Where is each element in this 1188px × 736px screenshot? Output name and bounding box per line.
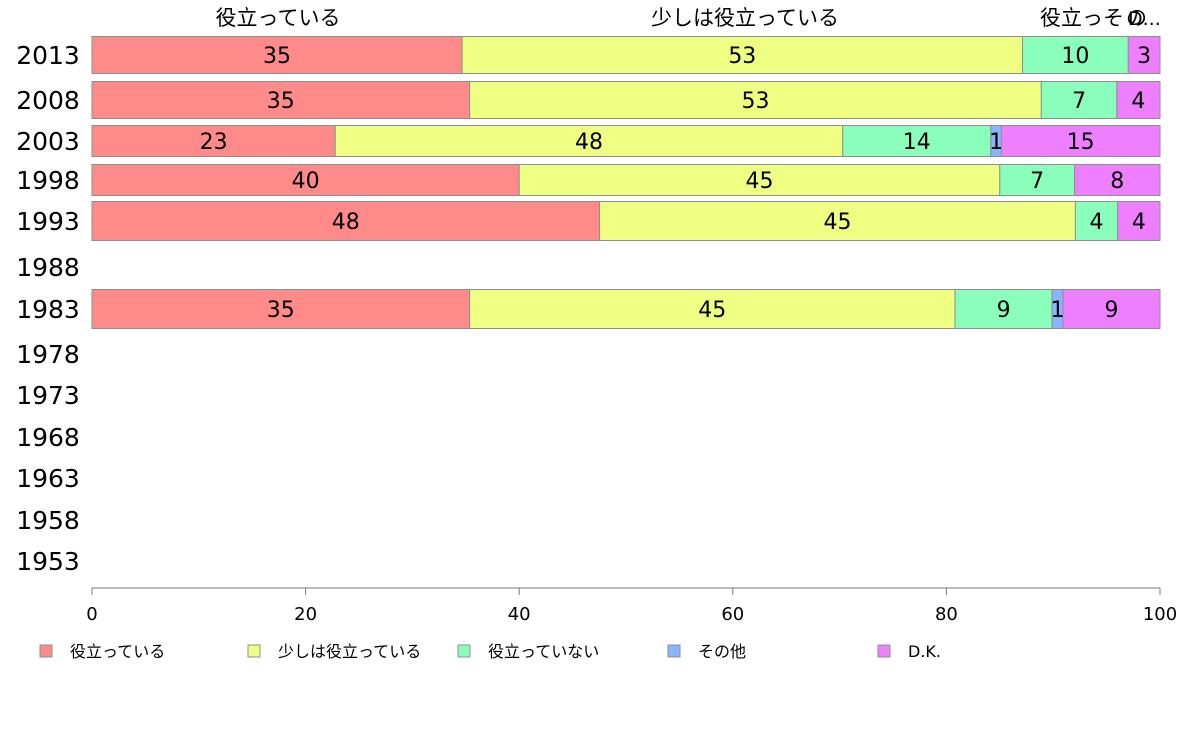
y-tick-label-1993: 1993 [16,207,80,236]
bar-1983-1 [469,289,956,329]
x-tick-label-60: 60 [721,604,744,625]
bar-2003-4 [1000,125,1161,157]
legend-label-1: 少しは役立っている [278,642,421,661]
y-tick-label-1953: 1953 [16,547,80,576]
legend-swatch-2 [457,644,471,658]
data-label-1998-4: 8 [1110,169,1124,194]
data-label-2003-4: 15 [1067,130,1095,155]
bar-2013-4 [1127,36,1161,74]
bar-1993-1 [599,201,1076,241]
legend-swatch-3 [667,644,681,658]
x-tick-label-40: 40 [508,604,531,625]
bar-1993-0 [91,201,601,241]
legend-swatch-0 [39,644,53,658]
y-tick-label-1958: 1958 [16,506,80,535]
legend: 役立っている 少しは役立っている 役立っていない その他 D.K. [39,642,941,661]
header-label-4: の [1126,6,1147,30]
bar-1993-2 [1074,201,1119,241]
legend-swatch-1 [247,644,261,658]
y-tick-label-2003: 2003 [16,127,80,156]
bar-1983-4 [1062,289,1161,329]
bar-2008-1 [469,81,1042,119]
data-label-2003-0: 23 [200,130,228,155]
bar-1983-2 [954,289,1053,329]
bar-1998-0 [91,164,520,196]
data-label-2013-2: 10 [1061,44,1089,69]
data-label-2013-1: 53 [728,44,756,69]
data-label-2008-2: 7 [1072,89,1086,114]
data-label-1983-3: 1 [1051,298,1065,323]
y-tick-label-1998: 1998 [16,166,80,195]
data-label-1993-0: 48 [332,210,360,235]
bar-1993-4 [1117,201,1161,241]
data-label-2003-1: 48 [575,130,603,155]
bar-2008-2 [1040,81,1118,119]
y-tick-label-1968: 1968 [16,423,80,452]
y-tick-label-2008: 2008 [16,86,80,115]
header-label-1: 役立っている [216,6,341,30]
y-tick-label-1983: 1983 [16,295,80,324]
y-tick-label-1973: 1973 [16,381,80,410]
header-label-5: D... [1128,8,1161,30]
x-tick-label-80: 80 [935,604,958,625]
x-axis: 0 20 40 60 80 100 [86,587,1177,625]
data-label-2003-2: 14 [903,130,931,155]
x-tick-label-0: 0 [86,604,97,625]
bar-1983-0 [91,289,471,329]
legend-label-0: 役立っている [70,642,165,661]
data-label-2008-0: 35 [267,89,295,114]
data-label-1983-2: 9 [997,298,1011,323]
header-label-2: 少しは役立っている [651,6,839,30]
header-label-3: 役立っそ [1040,6,1124,30]
data-label-1998-0: 40 [292,169,320,194]
legend-label-3: その他 [698,642,746,661]
data-label-2008-4: 4 [1131,89,1145,114]
y-axis-labels: 2013 2008 2003 1998 1993 1988 1983 1978 1973 1968… [16,41,80,576]
bar-1998-4 [1074,164,1161,196]
data-label-1993-4: 4 [1132,210,1146,235]
series-header-labels: 役立っている 少しは役立っている 役立っそ の D... [216,6,1161,30]
data-label-2013-4: 3 [1137,44,1151,69]
data-label-2013-0: 35 [263,44,291,69]
bar-2003-1 [334,125,844,157]
x-tick-label-100: 100 [1143,604,1177,625]
legend-label-4: D.K. [908,642,941,661]
legend-label-2: 役立っていない [488,642,599,661]
bar-2008-0 [91,81,471,119]
bar-2003-2 [842,125,992,157]
data-label-2008-1: 53 [741,89,769,114]
data-label-1998-1: 45 [746,169,774,194]
data-label-1983-0: 35 [267,298,295,323]
data-label-1998-2: 7 [1030,169,1044,194]
bar-2013-1 [461,36,1024,74]
y-tick-label-1963: 1963 [16,464,80,493]
bar-2003-0 [91,125,336,157]
bar-1998-2 [999,164,1076,196]
y-tick-label-1988: 1988 [16,253,80,282]
data-label-1993-1: 45 [823,210,851,235]
y-tick-label-1978: 1978 [16,340,80,369]
data-label-1993-2: 4 [1090,210,1104,235]
y-tick-label-2013: 2013 [16,41,80,70]
bar-2008-4 [1116,81,1161,119]
bars: 35 53 10 3 35 53 7 4 23 48 14 1 15 40 45 7 8 48 45 4 4 35 45 9 1… [91,36,1161,329]
data-label-1983-4: 9 [1104,298,1118,323]
legend-swatch-4 [877,644,891,658]
x-tick-label-20: 20 [294,604,317,625]
data-label-2003-3: 1 [989,130,1003,155]
data-label-1983-1: 45 [698,298,726,323]
